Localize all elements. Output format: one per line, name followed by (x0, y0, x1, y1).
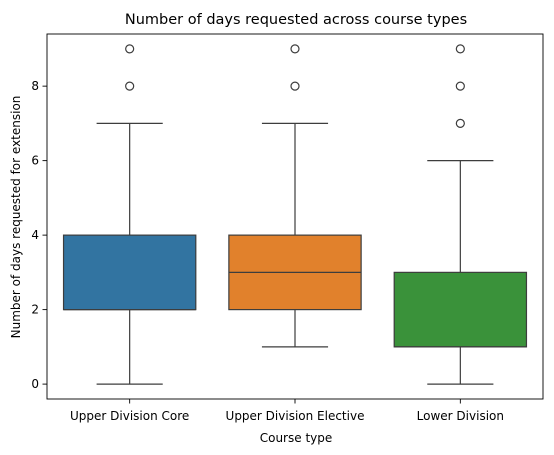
x-axis-label: Course type (260, 431, 333, 445)
outlier-point (455, 118, 465, 128)
y-axis-label: Number of days requested for extension (9, 96, 23, 339)
outlier-point (455, 44, 465, 54)
box-group (393, 44, 528, 385)
outlier-point (290, 44, 300, 54)
box-group (228, 44, 362, 348)
y-tick-label: 0 (31, 377, 39, 391)
y-tick-label: 4 (31, 228, 39, 242)
y-axis: 0 2 4 6 8 (31, 79, 47, 391)
x-tick-label: Upper Division Elective (226, 409, 365, 423)
outlier-point (455, 81, 465, 91)
y-tick-label: 6 (31, 154, 39, 168)
box-group (62, 44, 197, 385)
x-tick-label: Lower Division (417, 409, 504, 423)
y-tick-label: 8 (31, 79, 39, 93)
x-axis: Upper Division Core Upper Division Electi… (70, 399, 504, 423)
chart-title: Number of days requested across course t… (125, 12, 467, 28)
box (393, 271, 528, 348)
outlier-point (125, 81, 135, 91)
y-tick-label: 2 (31, 303, 39, 317)
plot-area (62, 44, 528, 385)
outlier-point (290, 81, 300, 91)
x-tick-label: Upper Division Core (70, 409, 189, 423)
box (62, 234, 197, 311)
outlier-point (125, 44, 135, 54)
